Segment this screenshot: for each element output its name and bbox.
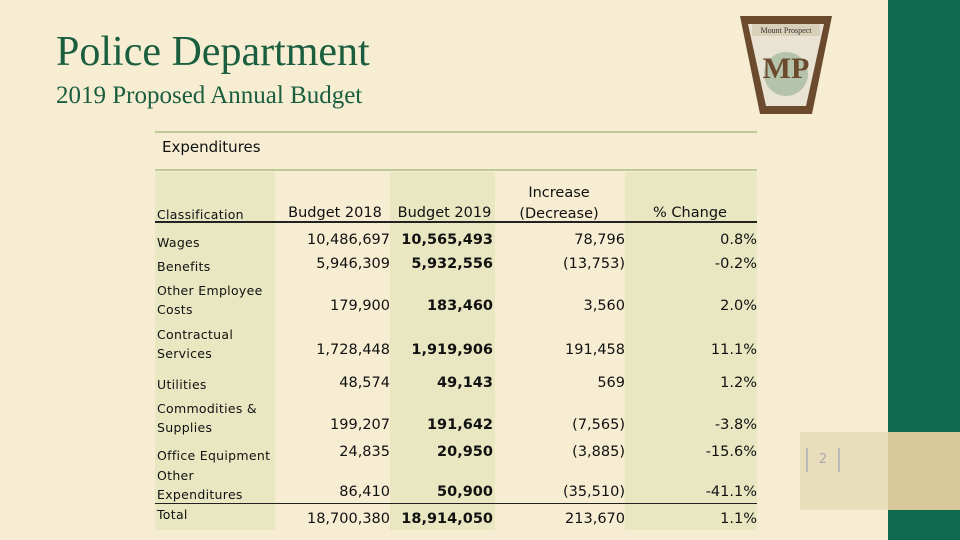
cell: 3,560: [583, 298, 625, 314]
column-band: [155, 172, 275, 530]
tan-strip: [800, 432, 888, 510]
cell: 199,207: [330, 417, 390, 433]
cell: 0.8%: [720, 232, 757, 248]
cell: 569: [597, 375, 625, 391]
title: Police Department: [56, 29, 370, 75]
logo: Mount Prospect MP: [740, 16, 832, 114]
cell: 1,919,906: [411, 342, 493, 358]
subtitle: 2019 Proposed Annual Budget: [56, 82, 363, 109]
cell: (7,565): [572, 417, 625, 433]
row-label: Utilities: [157, 377, 207, 392]
cell: 10,565,493: [401, 232, 493, 248]
cell: 49,143: [437, 375, 493, 391]
row-label: Office Equipment: [157, 448, 271, 463]
column-header: Increase (Decrease): [519, 185, 599, 222]
row-label: Other Employee Costs: [157, 283, 263, 317]
cell: 48,574: [339, 375, 390, 391]
cell: (3,885): [572, 444, 625, 460]
cell: 18,914,050: [401, 511, 493, 527]
cell: 2.0%: [720, 298, 757, 314]
rule: [155, 131, 757, 133]
logo-top: Mount Prospect: [761, 26, 813, 35]
cell: 18,700,380: [306, 511, 390, 527]
cell: (13,753): [562, 256, 625, 272]
cell: 50,900: [437, 484, 493, 500]
cell: 1.1%: [720, 511, 757, 527]
row-label: Benefits: [157, 259, 211, 274]
total-rule: [155, 503, 757, 504]
row-label: Total: [157, 507, 188, 522]
cell: 11.1%: [710, 342, 757, 358]
cell: 78,796: [574, 232, 625, 248]
row-label: Wages: [157, 235, 200, 250]
cell: 20,950: [437, 444, 493, 460]
cell: 191,458: [565, 342, 625, 358]
cell: 5,932,556: [411, 256, 493, 272]
cell: 213,670: [565, 511, 625, 527]
page-number: 2: [806, 448, 840, 472]
cell: -41.1%: [705, 484, 757, 500]
cell: 1,728,448: [316, 342, 390, 358]
caption: Expenditures: [162, 138, 261, 156]
column-band: [390, 172, 495, 530]
cell: 24,835: [339, 444, 390, 460]
cell: 179,900: [330, 298, 390, 314]
row-label: Other Expenditures: [157, 468, 243, 502]
cell: (35,510): [562, 484, 625, 500]
cell: 5,946,309: [316, 256, 390, 272]
cell: -15.6%: [705, 444, 757, 460]
column-header: % Change: [653, 205, 727, 221]
rule: [155, 169, 757, 171]
logo-mark: MP: [763, 52, 810, 85]
cell: 183,460: [426, 298, 493, 314]
cell: 10,486,697: [306, 232, 390, 248]
column-header: Budget 2018: [288, 205, 382, 221]
cell: 191,642: [426, 417, 493, 433]
header-rule: [155, 221, 757, 223]
cell: -0.2%: [714, 256, 757, 272]
column-header: Budget 2019: [397, 205, 492, 221]
cell: -3.8%: [714, 417, 757, 433]
column-band: [625, 172, 757, 530]
row-label: Contractual Services: [157, 327, 234, 361]
cell: 86,410: [339, 484, 390, 500]
column-header: Classification: [157, 207, 244, 222]
cell: 1.2%: [720, 375, 757, 391]
tan-bar: [888, 432, 960, 510]
row-label: Commodities & Supplies: [157, 401, 257, 435]
